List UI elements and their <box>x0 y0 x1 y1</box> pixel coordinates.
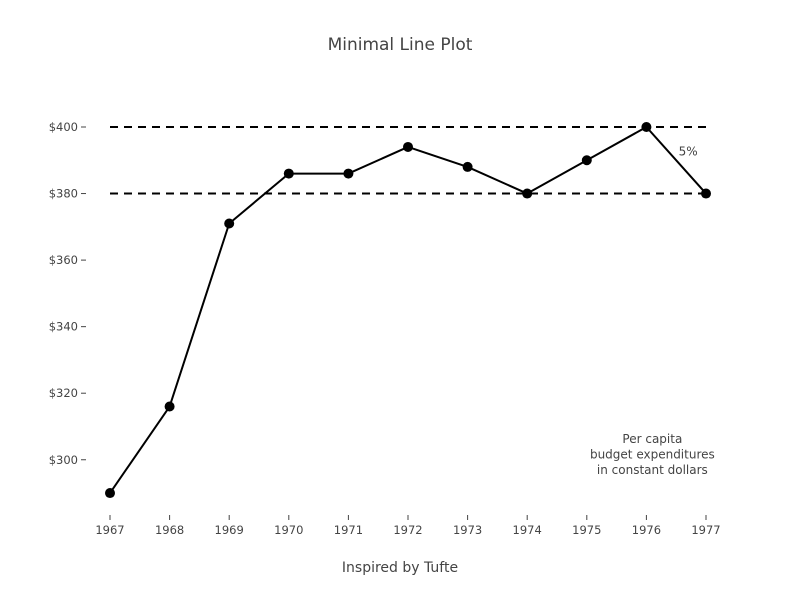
x-tick-label: 1975 <box>572 523 601 537</box>
x-tick-label: 1971 <box>334 523 363 537</box>
x-axis: 1967 1968 1969 1970 1971 1972 1973 1974 1975 1976… <box>95 515 721 537</box>
data-point-1971 <box>343 168 354 179</box>
data-point-1976 <box>641 122 652 132</box>
x-tick-label: 1974 <box>513 523 542 537</box>
chart-title: Minimal Line Plot <box>328 35 473 55</box>
x-tick-label: 1969 <box>215 523 244 537</box>
y-tick-label: $300 <box>49 453 78 467</box>
y-tick-label: $320 <box>49 386 78 400</box>
data-point-1972 <box>403 141 413 152</box>
data-point-1968 <box>164 401 175 412</box>
y-tick-label: $340 <box>49 320 78 334</box>
annotation-note: Per capita budget expenditures in constant… <box>590 432 715 477</box>
data-point-1973 <box>462 161 473 172</box>
reference-lines <box>110 126 706 195</box>
data-point-1974 <box>522 188 533 199</box>
x-tick-label: 1976 <box>632 523 661 537</box>
annotation-line: in constant dollars <box>597 463 708 477</box>
data-point-1969 <box>224 218 235 229</box>
series-line <box>109 126 707 494</box>
data-point-1975 <box>581 155 592 166</box>
annotation-percent: 5% <box>679 144 698 158</box>
x-tick-label: 1977 <box>691 523 720 537</box>
annotation-line: budget expenditures <box>590 448 715 462</box>
x-tick-label: 1973 <box>453 523 482 537</box>
x-axis-label: Inspired by Tufte <box>342 560 458 576</box>
x-tick-label: 1968 <box>155 523 184 537</box>
data-point-1970 <box>283 168 294 179</box>
data-point-1977 <box>701 188 711 199</box>
x-tick-label: 1972 <box>393 523 422 537</box>
y-tick-label: $380 <box>49 187 78 201</box>
y-axis: $300 $320 $340 $360 $380 $400 <box>49 120 86 467</box>
y-tick-label: $400 <box>49 120 78 134</box>
series-group <box>105 122 711 499</box>
x-tick-label: 1970 <box>274 523 303 537</box>
x-tick-label: 1967 <box>95 523 124 537</box>
annotations: 5% Per capita budget expenditures in consta… <box>590 144 715 477</box>
data-point-1967 <box>105 488 115 499</box>
annotation-line: Per capita <box>622 432 682 446</box>
y-tick-label: $360 <box>49 253 78 267</box>
